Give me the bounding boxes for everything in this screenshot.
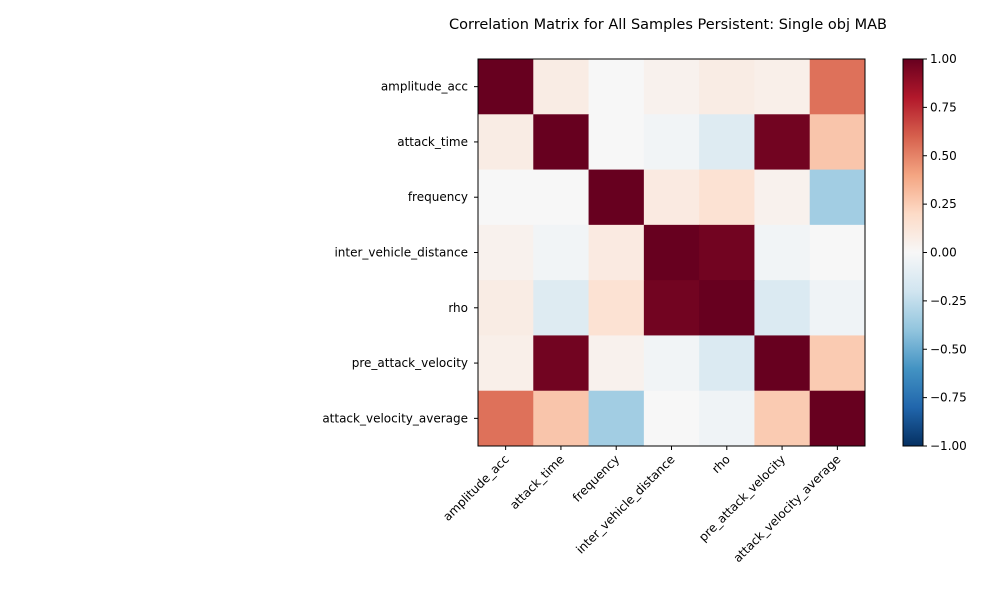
heatmap-cell (533, 114, 590, 171)
heatmap-cell (754, 114, 811, 171)
heatmap-cell (809, 390, 866, 447)
heatmap-cell (754, 169, 811, 226)
heatmap-cell (533, 59, 590, 115)
heatmap-cell (588, 59, 645, 115)
heatmap-cell (478, 390, 534, 447)
heatmap-cell (699, 335, 755, 392)
x-tick-label: attack_velocity_average (731, 452, 844, 565)
heatmap-cell (643, 224, 700, 281)
heatmap-cell (643, 280, 700, 336)
colorbar (902, 58, 924, 447)
heatmap-cell (478, 224, 534, 281)
heatmap-cells (478, 59, 866, 447)
heatmap-cell (754, 390, 811, 447)
x-tick-label: attack_time (507, 452, 567, 512)
x-tick-label: amplitude_acc (440, 452, 512, 524)
heatmap-cell (588, 114, 645, 171)
colorbar-tick-label: 0.75 (930, 100, 957, 114)
heatmap-cell (643, 59, 700, 115)
heatmap-cell (533, 335, 590, 392)
heatmap-cell (588, 390, 645, 447)
heatmap-cell (809, 169, 866, 226)
x-tick-label: rho (709, 452, 733, 476)
heatmap-cell (809, 335, 866, 392)
y-tick-label: rho (448, 301, 468, 315)
heatmap-cell (643, 390, 700, 447)
colorbar-tick-label: 0.00 (930, 246, 957, 260)
colorbar-tick-label: 1.00 (930, 52, 957, 66)
y-tick-label: inter_vehicle_distance (334, 246, 468, 260)
heatmap-cell (699, 224, 755, 281)
heatmap-cell (754, 280, 811, 336)
colorbar-tick-label: −0.25 (930, 294, 967, 308)
y-tick-label: pre_attack_velocity (352, 356, 468, 370)
heatmap-cell (809, 59, 866, 115)
chart-title: Correlation Matrix for All Samples Persi… (449, 17, 887, 33)
colorbar-tick-label: 0.25 (930, 197, 957, 211)
heatmap-cell (533, 169, 590, 226)
heatmap-cell (643, 169, 700, 226)
heatmap-cell (478, 169, 534, 226)
colorbar-tick-label: −0.75 (930, 391, 967, 405)
heatmap-cell (699, 280, 755, 336)
heatmap-cell (699, 169, 755, 226)
y-axis: amplitude_acc attack_time frequency inter_v… (322, 80, 478, 425)
heatmap-cell (643, 335, 700, 392)
heatmap-cell (533, 280, 590, 336)
heatmap-cell (533, 390, 590, 447)
colorbar-tick-label: −1.00 (930, 439, 967, 453)
x-tick-label: inter_vehicle_distance (573, 452, 677, 556)
heatmap-cell (699, 390, 755, 447)
colorbar-axis: −1.00 −0.75 −0.50 −0.25 0.00 0.25 0.50 0.75 1.00 (923, 52, 967, 453)
heatmap-cell (588, 280, 645, 336)
y-tick-label: attack_time (397, 135, 468, 149)
heatmap-cell (588, 224, 645, 281)
heatmap-cell (588, 335, 645, 392)
heatmap-cell (809, 224, 866, 281)
heatmap-cell (533, 224, 590, 281)
colorbar-tick-label: −0.50 (930, 342, 967, 356)
heatmap-cell (588, 169, 645, 226)
heatmap-cell (699, 59, 755, 115)
y-tick-label: attack_velocity_average (322, 411, 468, 425)
colorbar-tick-label: 0.50 (930, 149, 957, 163)
heatmap-cell (754, 224, 811, 281)
heatmap-cell (754, 59, 811, 115)
heatmap-cell (643, 114, 700, 171)
heatmap-cell (478, 280, 534, 336)
heatmap-cell (478, 335, 534, 392)
y-tick-label: amplitude_acc (381, 80, 468, 94)
heatmap-cell (478, 114, 534, 171)
heatmap-cell (699, 114, 755, 171)
heatmap-cell (809, 280, 866, 336)
heatmap-cell (478, 59, 534, 115)
y-tick-label: frequency (408, 190, 468, 204)
x-tick-label: frequency (570, 452, 622, 504)
heatmap-cell (754, 335, 811, 392)
heatmap-cell (809, 114, 866, 171)
